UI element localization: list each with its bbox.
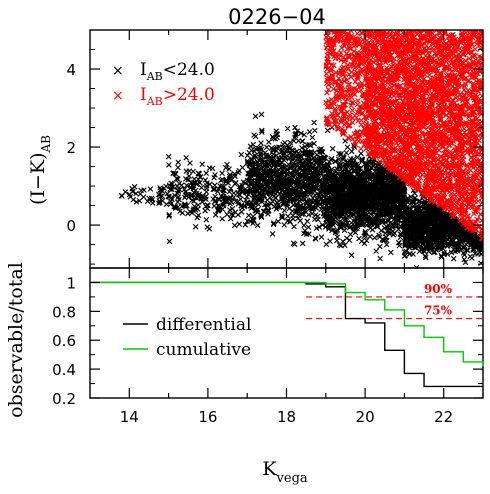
- threshold-label: 75%: [424, 304, 453, 318]
- scatter-points-bright: [118, 111, 483, 268]
- bottom-y-axis-title: observable/total: [5, 262, 27, 418]
- bottom-y-tick-label: 0.4: [52, 361, 76, 379]
- top-y-tick-label: 0: [66, 217, 76, 235]
- scatter-series-bright: [118, 111, 483, 268]
- x-tick-label: 16: [198, 408, 217, 426]
- legend-marker-bright: ×: [112, 63, 124, 79]
- bottom-y-tick-label: 0.6: [52, 332, 76, 350]
- x-tick-label: 22: [434, 408, 453, 426]
- top-y-tick-label: 4: [66, 61, 76, 79]
- x-axis-title: Kvega: [262, 458, 308, 486]
- bottom-legend: differential cumulative: [123, 315, 251, 360]
- bottom-lines: [90, 281, 484, 388]
- top-legend: × IAB<24.0 × IAB>24.0: [112, 60, 215, 108]
- chart-title: 0226−04: [228, 5, 326, 29]
- x-tick-label: 20: [356, 408, 375, 426]
- legend-label-differential: differential: [156, 315, 251, 335]
- legend-label-bright: IAB<24.0: [140, 60, 215, 83]
- threshold-label: 90%: [424, 282, 453, 296]
- bottom-y-tick-label: 1: [66, 274, 76, 292]
- bottom-y-ticks: 0.2 0.4 0.6 0.8 1: [52, 274, 483, 408]
- bottom-x-ticks: 14 16 18 20 22: [120, 268, 484, 426]
- bottom-y-tick-label: 0.8: [52, 303, 76, 321]
- svg-text:(I−K)AB: (I−K)AB: [27, 135, 53, 205]
- top-y-axis-title: (I−K)AB: [27, 135, 53, 205]
- cumulative-line: [90, 281, 484, 367]
- bottom-y-tick-label: 0.2: [52, 390, 76, 408]
- top-y-axis-title-main: (I−K): [27, 153, 49, 205]
- legend-label-faint: IAB>24.0: [140, 85, 215, 108]
- top-y-tick-label: 2: [66, 139, 76, 157]
- x-tick-label: 14: [120, 408, 139, 426]
- legend-label-cumulative: cumulative: [156, 340, 251, 360]
- top-x-ticks: [128, 30, 484, 268]
- differential-line: [90, 281, 483, 388]
- legend-marker-faint: ×: [112, 88, 124, 104]
- top-y-ticks: 0 2 4: [66, 29, 483, 265]
- scatter-series-faint: [323, 30, 483, 242]
- x-tick-label: 18: [277, 408, 296, 426]
- scatter-points-faint: [323, 30, 483, 242]
- top-y-axis-title-sub: AB: [39, 135, 53, 154]
- bottom-annotations: 90% 75%: [306, 282, 483, 320]
- svg-text:observable/total: observable/total: [5, 262, 27, 418]
